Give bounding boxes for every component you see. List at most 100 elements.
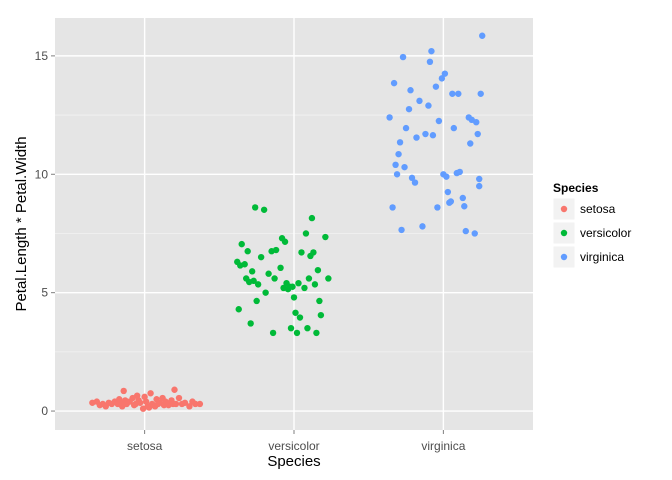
data-point-virginica xyxy=(419,223,426,230)
data-point-virginica xyxy=(443,173,450,180)
legend: Species setosa versicolor virginica xyxy=(552,181,631,269)
data-point-virginica xyxy=(449,90,456,97)
data-point-virginica xyxy=(416,97,423,105)
data-point-versicolor xyxy=(317,311,325,319)
data-point-virginica xyxy=(435,117,443,125)
data-point-setosa xyxy=(147,390,154,397)
data-point-setosa xyxy=(181,399,189,406)
x-axis-title: Species xyxy=(267,453,320,470)
data-point-setosa xyxy=(120,387,127,395)
data-point-virginica xyxy=(426,58,434,66)
data-point-versicolor xyxy=(304,324,311,332)
data-point-virginica xyxy=(459,194,466,202)
data-point-setosa xyxy=(136,399,144,406)
data-point-virginica xyxy=(438,75,446,82)
y-axis-ticks: 0 5 10 15 xyxy=(35,49,55,418)
data-point-versicolor xyxy=(311,281,319,288)
data-point-versicolor xyxy=(296,314,304,321)
data-point-virginica xyxy=(461,203,468,210)
data-point-virginica xyxy=(441,70,449,77)
data-point-versicolor xyxy=(277,264,284,272)
data-point-virginica xyxy=(432,83,440,90)
data-point-virginica xyxy=(429,132,437,139)
y-tick-label: 15 xyxy=(35,49,49,63)
data-point-versicolor xyxy=(272,246,280,254)
data-point-virginica xyxy=(401,163,408,171)
data-point-versicolor xyxy=(301,284,308,292)
data-point-virginica xyxy=(477,90,484,97)
data-point-virginica xyxy=(422,130,429,138)
legend-marker-virginica xyxy=(560,253,568,261)
data-point-virginica xyxy=(390,79,398,87)
data-point-virginica xyxy=(392,161,399,169)
data-point-virginica xyxy=(398,226,405,234)
y-tick-label: 10 xyxy=(35,167,49,181)
data-point-virginica xyxy=(405,105,413,113)
data-point-virginica xyxy=(395,150,402,158)
major-gridlines xyxy=(55,18,533,430)
data-point-versicolor xyxy=(325,275,332,282)
data-point-versicolor xyxy=(314,266,322,274)
data-point-virginica xyxy=(393,171,401,178)
data-point-versicolor xyxy=(271,275,278,282)
data-point-versicolor xyxy=(253,297,260,305)
y-tick-label: 5 xyxy=(41,286,48,300)
data-point-versicolor xyxy=(250,277,257,285)
data-point-virginica xyxy=(462,227,469,235)
data-point-setosa xyxy=(172,400,180,408)
data-point-versicolor xyxy=(308,214,316,222)
data-point-versicolor xyxy=(310,249,317,256)
data-point-virginica xyxy=(402,124,410,132)
legend-label-virginica: virginica xyxy=(580,250,624,264)
data-point-versicolor xyxy=(289,283,296,290)
data-point-versicolor xyxy=(254,281,262,288)
data-point-virginica xyxy=(389,204,396,211)
data-point-versicolor xyxy=(265,270,272,277)
data-point-versicolor xyxy=(316,297,323,305)
data-point-versicolor xyxy=(269,329,277,337)
x-tick-label: versicolor xyxy=(268,439,319,453)
data-point-virginica xyxy=(476,175,483,183)
data-point-virginica xyxy=(413,134,420,141)
data-point-versicolor xyxy=(290,294,298,301)
data-point-versicolor xyxy=(302,230,310,237)
data-point-setosa xyxy=(175,394,183,402)
data-points xyxy=(89,32,486,412)
data-point-virginica xyxy=(396,139,404,146)
data-point-versicolor xyxy=(247,320,254,327)
data-point-setosa xyxy=(192,400,199,408)
data-point-virginica xyxy=(425,102,432,109)
legend-marker-setosa xyxy=(560,205,568,213)
data-point-versicolor xyxy=(281,238,289,245)
data-point-versicolor xyxy=(257,253,265,261)
legend-title: Species xyxy=(553,181,599,195)
data-point-virginica xyxy=(444,188,452,196)
data-point-virginica xyxy=(447,198,455,205)
data-point-versicolor xyxy=(298,249,305,256)
data-point-setosa xyxy=(196,400,204,408)
legend-label-setosa: setosa xyxy=(580,202,616,216)
y-tick-label: 0 xyxy=(41,404,48,418)
data-point-versicolor xyxy=(260,206,268,213)
data-point-versicolor xyxy=(293,329,301,337)
data-point-virginica xyxy=(474,130,481,138)
data-point-virginica xyxy=(479,32,486,39)
data-point-virginica xyxy=(428,47,435,55)
data-point-virginica xyxy=(471,230,478,237)
data-point-virginica xyxy=(408,174,416,182)
data-point-virginica xyxy=(386,114,393,121)
data-point-virginica xyxy=(399,53,407,61)
data-point-versicolor xyxy=(322,233,329,241)
data-point-versicolor xyxy=(292,309,299,316)
data-point-virginica xyxy=(407,87,414,94)
x-axis-ticks: setosa versicolor virginica xyxy=(127,430,466,453)
data-point-versicolor xyxy=(244,248,251,255)
data-point-virginica xyxy=(434,204,441,211)
data-point-versicolor xyxy=(262,289,269,296)
data-point-setosa xyxy=(186,403,193,410)
data-point-virginica xyxy=(476,182,483,190)
data-point-virginica xyxy=(455,90,462,97)
data-point-versicolor xyxy=(295,279,302,287)
data-point-versicolor xyxy=(235,306,242,313)
